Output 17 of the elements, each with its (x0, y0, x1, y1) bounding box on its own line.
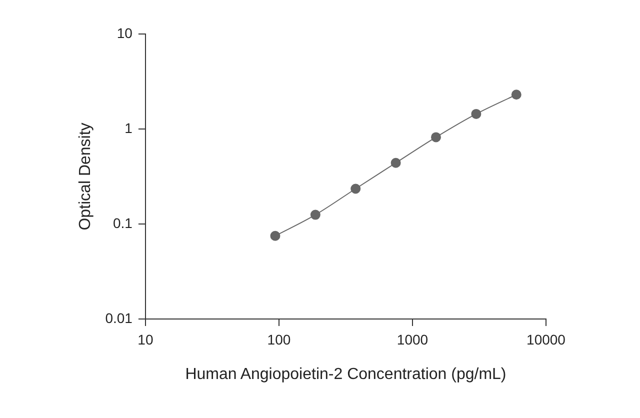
x-tick-label: 10000 (526, 331, 566, 348)
point (390, 158, 401, 168)
point (310, 210, 320, 220)
x-tick-label: 100 (267, 331, 291, 348)
y-tick-label: 10 (116, 24, 133, 41)
y-tick-label: 1 (124, 120, 133, 136)
point (270, 230, 280, 241)
x-tick-label: 10 (138, 331, 154, 348)
y-tick-label: 0.1 (112, 214, 133, 231)
y-tick-label: 0.01 (105, 310, 133, 326)
x-axis-title: Human Angiopoietin-2 Concentration (pg/mL) (185, 366, 506, 383)
point (511, 90, 522, 100)
point (471, 108, 482, 119)
y-axis-title: Optical Density (77, 122, 94, 230)
point (350, 184, 361, 194)
point (430, 132, 441, 142)
x-tick-label: 1000 (396, 331, 428, 348)
